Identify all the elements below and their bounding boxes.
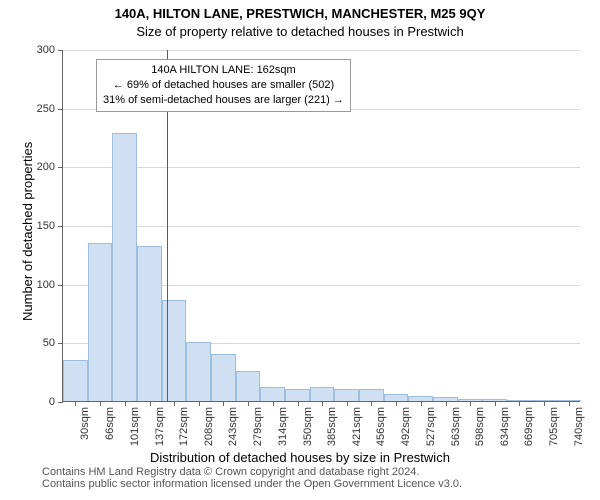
x-tick-mark [125, 401, 126, 406]
histogram-bar [236, 371, 261, 402]
gridline [63, 50, 580, 51]
annotation-line: 31% of semi-detached houses are larger (… [103, 93, 344, 108]
footer-line-1: Contains HM Land Registry data © Crown c… [42, 466, 462, 478]
histogram-bar [359, 389, 384, 401]
histogram-bar [384, 394, 409, 401]
histogram-bar [211, 354, 236, 401]
x-tick-label: 30sqm [79, 407, 91, 440]
x-tick-label: 705sqm [548, 407, 560, 446]
x-tick-label: 137sqm [154, 407, 166, 446]
chart-title-subtitle: Size of property relative to detached ho… [0, 24, 600, 39]
histogram-bar [260, 387, 285, 401]
x-tick-label: 527sqm [425, 407, 437, 446]
x-tick-mark [199, 401, 200, 406]
x-tick-label: 669sqm [523, 407, 535, 446]
x-tick-mark [519, 401, 520, 406]
x-tick-mark [470, 401, 471, 406]
x-tick-label: 350sqm [302, 407, 314, 446]
x-tick-mark [347, 401, 348, 406]
x-tick-mark [322, 401, 323, 406]
x-tick-mark [421, 401, 422, 406]
x-tick-mark [544, 401, 545, 406]
y-tick-label: 100 [37, 279, 63, 291]
x-tick-label: 740sqm [573, 407, 585, 446]
x-tick-label: 172sqm [178, 407, 190, 446]
chart-title-address: 140A, HILTON LANE, PRESTWICH, MANCHESTER… [0, 6, 600, 21]
footer: Contains HM Land Registry data © Crown c… [42, 466, 462, 490]
x-tick-label: 66sqm [104, 407, 116, 440]
x-tick-label: 634sqm [499, 407, 511, 446]
x-tick-label: 208sqm [203, 407, 215, 446]
y-tick-label: 250 [37, 103, 63, 115]
x-tick-mark [446, 401, 447, 406]
x-tick-label: 563sqm [450, 407, 462, 446]
footer-line-2: Contains public sector information licen… [42, 478, 462, 490]
x-tick-mark [298, 401, 299, 406]
x-tick-mark [150, 401, 151, 406]
y-tick-label: 50 [43, 337, 63, 349]
histogram-bar [137, 246, 162, 401]
x-tick-mark [273, 401, 274, 406]
x-tick-mark [396, 401, 397, 406]
x-tick-mark [371, 401, 372, 406]
x-tick-label: 314sqm [277, 407, 289, 446]
x-tick-label: 385sqm [326, 407, 338, 446]
chart-container: 140A, HILTON LANE, PRESTWICH, MANCHESTER… [0, 0, 600, 500]
y-tick-label: 150 [37, 220, 63, 232]
x-tick-mark [569, 401, 570, 406]
y-axis-label: Number of detached properties [20, 142, 35, 321]
histogram-bar [112, 133, 137, 401]
histogram-bar [334, 389, 359, 401]
y-tick-label: 0 [49, 396, 63, 408]
x-tick-mark [75, 401, 76, 406]
y-tick-label: 200 [37, 161, 63, 173]
histogram-bar [162, 300, 187, 401]
x-tick-label: 279sqm [252, 407, 264, 446]
x-tick-label: 456sqm [375, 407, 387, 446]
x-tick-label: 421sqm [351, 407, 363, 446]
x-tick-mark [100, 401, 101, 406]
x-tick-mark [223, 401, 224, 406]
histogram-bar [63, 360, 88, 401]
annotation-line: 140A HILTON LANE: 162sqm [103, 63, 344, 78]
histogram-bar [88, 243, 113, 401]
gridline [63, 226, 580, 227]
x-tick-label: 101sqm [129, 407, 141, 446]
x-tick-label: 243sqm [227, 407, 239, 446]
x-tick-label: 492sqm [400, 407, 412, 446]
histogram-bar [310, 387, 335, 401]
y-tick-label: 300 [37, 44, 63, 56]
annotation-box: 140A HILTON LANE: 162sqm← 69% of detache… [96, 59, 351, 112]
gridline [63, 167, 580, 168]
x-tick-label: 598sqm [474, 407, 486, 446]
x-tick-mark [495, 401, 496, 406]
histogram-bar [285, 389, 310, 401]
histogram-bar [186, 342, 211, 401]
x-tick-mark [174, 401, 175, 406]
x-tick-mark [248, 401, 249, 406]
x-axis-label: Distribution of detached houses by size … [0, 450, 600, 465]
annotation-line: ← 69% of detached houses are smaller (50… [103, 78, 344, 93]
